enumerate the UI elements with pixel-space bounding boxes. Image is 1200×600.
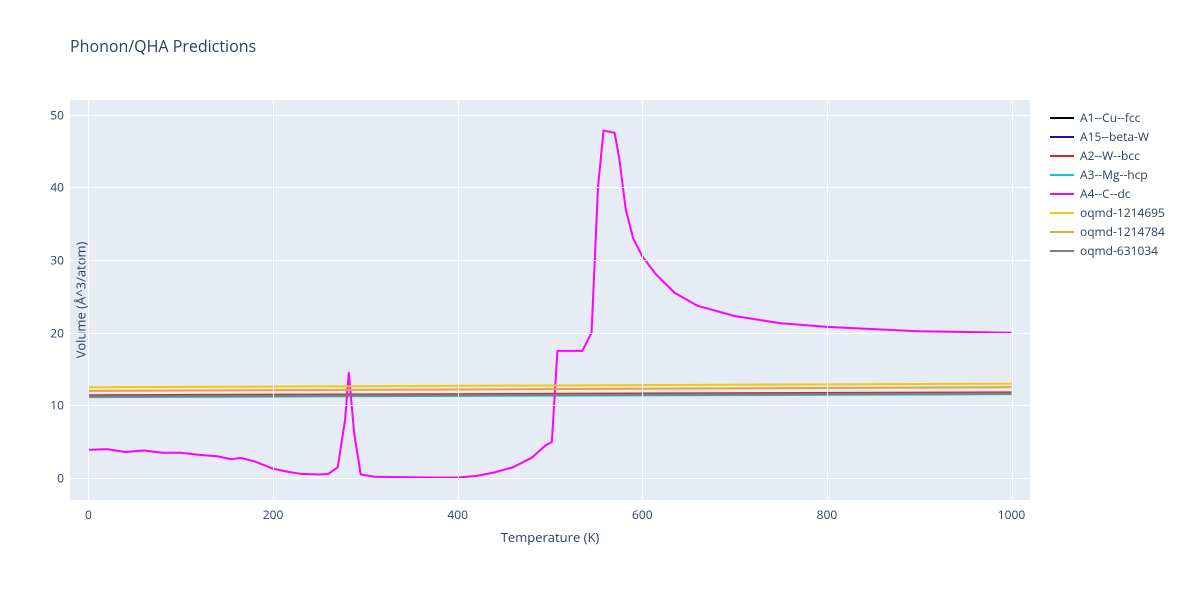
x-tick-label: 0 bbox=[85, 506, 92, 523]
grid-line-v bbox=[827, 100, 828, 500]
series-line[interactable] bbox=[88, 387, 1011, 391]
legend-item[interactable]: A4--C--dc bbox=[1050, 184, 1165, 203]
legend-swatch bbox=[1050, 212, 1074, 214]
x-tick-label: 200 bbox=[263, 506, 284, 523]
legend-swatch bbox=[1050, 136, 1074, 138]
legend-label: A15--beta-W bbox=[1080, 128, 1149, 145]
legend-item[interactable]: oqmd-1214784 bbox=[1050, 222, 1165, 241]
legend-swatch bbox=[1050, 231, 1074, 233]
legend-swatch bbox=[1050, 174, 1074, 176]
grid-line-h bbox=[70, 187, 1030, 188]
y-tick-label: 0 bbox=[57, 470, 64, 487]
legend-swatch bbox=[1050, 155, 1074, 157]
grid-line-h bbox=[70, 333, 1030, 334]
grid-line-v bbox=[88, 100, 89, 500]
legend-label: A2--W--bcc bbox=[1080, 147, 1140, 164]
x-tick-label: 800 bbox=[817, 506, 838, 523]
grid-line-v bbox=[642, 100, 643, 500]
legend-swatch bbox=[1050, 193, 1074, 195]
legend-swatch bbox=[1050, 250, 1074, 252]
legend-label: oqmd-1214784 bbox=[1080, 223, 1165, 240]
legend-item[interactable]: A15--beta-W bbox=[1050, 127, 1165, 146]
y-tick-label: 20 bbox=[50, 324, 64, 341]
legend-label: A1--Cu--fcc bbox=[1080, 109, 1140, 126]
legend: A1--Cu--fcc A15--beta-W A2--W--bcc A3--Mg--… bbox=[1050, 108, 1165, 260]
x-tick-label: 400 bbox=[447, 506, 468, 523]
legend-label: A4--C--dc bbox=[1080, 185, 1131, 202]
legend-label: oqmd-1214695 bbox=[1080, 204, 1165, 221]
grid-line-v bbox=[1012, 100, 1013, 500]
grid-line-h bbox=[70, 115, 1030, 116]
series-line[interactable] bbox=[88, 384, 1011, 388]
legend-swatch bbox=[1050, 117, 1074, 119]
legend-label: oqmd-631034 bbox=[1080, 242, 1158, 259]
legend-item[interactable]: A3--Mg--hcp bbox=[1050, 165, 1165, 184]
legend-item[interactable]: oqmd-1214695 bbox=[1050, 203, 1165, 222]
grid-line-v bbox=[273, 100, 274, 500]
grid-line-h bbox=[70, 405, 1030, 406]
y-tick-label: 50 bbox=[50, 106, 64, 123]
series-line[interactable] bbox=[88, 131, 1011, 478]
x-axis-label: Temperature (K) bbox=[501, 528, 600, 546]
plot-area: Volume (Å^3/atom) Temperature (K) 010203… bbox=[70, 100, 1030, 500]
grid-line-h bbox=[70, 478, 1030, 479]
chart-title: Phonon/QHA Predictions bbox=[70, 35, 256, 57]
x-tick-label: 1000 bbox=[998, 506, 1025, 523]
x-tick-label: 600 bbox=[632, 506, 653, 523]
y-tick-label: 10 bbox=[50, 397, 64, 414]
grid-line-h bbox=[70, 260, 1030, 261]
legend-label: A3--Mg--hcp bbox=[1080, 166, 1148, 183]
y-tick-label: 30 bbox=[50, 252, 64, 269]
chart-lines bbox=[70, 100, 1030, 500]
legend-item[interactable]: oqmd-631034 bbox=[1050, 241, 1165, 260]
legend-item[interactable]: A1--Cu--fcc bbox=[1050, 108, 1165, 127]
y-tick-label: 40 bbox=[50, 179, 64, 196]
legend-item[interactable]: A2--W--bcc bbox=[1050, 146, 1165, 165]
grid-line-v bbox=[458, 100, 459, 500]
